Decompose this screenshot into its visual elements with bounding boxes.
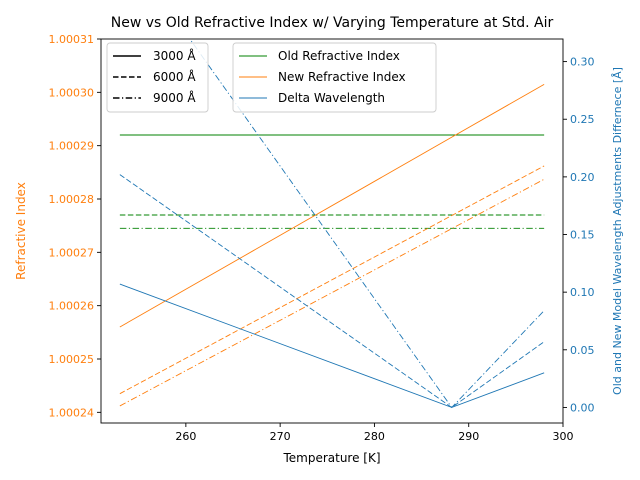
delta-series-line-3000 (119, 283, 545, 408)
y-right-tick-label: 0.05 (570, 344, 595, 357)
legend-series-label: Old Refractive Index (278, 49, 400, 63)
y-left-tick-label: 1.00031 (49, 33, 95, 46)
y-right-tick-label: 0.25 (570, 113, 595, 126)
legend-wavelength: 3000 Å 6000 Å 9000 Å (106, 42, 209, 113)
y-right-tick-label: 0.15 (570, 229, 595, 242)
y-left-tick-label: 1.00028 (49, 193, 95, 206)
y-left-tick-label: 1.00029 (49, 140, 95, 153)
x-axis-label: Temperature [K] (282, 451, 380, 465)
y-right-axis-label: Old and New Model Wavelength Adjustments… (611, 67, 624, 395)
plot-frame (100, 38, 564, 424)
y-right-tick-label: 0.30 (570, 56, 595, 69)
new-series-line-3000 (119, 83, 545, 328)
new-series-line-6000 (119, 165, 545, 395)
legend-wavelength-box (106, 42, 209, 113)
y-right-tick-label: 0.10 (570, 286, 595, 299)
y-left-tick-label: 1.00030 (49, 86, 95, 99)
y-right-tick-label: 0.00 (570, 401, 595, 414)
legend-series-label: Delta Wavelength (278, 91, 385, 105)
legend-wavelength-label: 6000 Å (153, 69, 196, 84)
chart-title: New vs Old Refractive Index w/ Varying T… (111, 15, 554, 31)
legend-wavelength-label: 3000 Å (153, 48, 196, 63)
new-series-line-9000 (119, 178, 545, 407)
y-left-tick-label: 1.00026 (49, 300, 95, 313)
x-tick-label: 270 (270, 430, 291, 443)
y-left-tick-label: 1.00024 (49, 406, 95, 419)
y-left-tick-label: 1.00025 (49, 353, 95, 366)
legend-series-box (232, 42, 437, 113)
y-left-tick-label: 1.00027 (49, 246, 95, 259)
y-right-tick-label: 0.20 (570, 171, 595, 184)
legend-wavelength-label: 9000 Å (153, 90, 196, 105)
legend-series-label: New Refractive Index (278, 70, 406, 84)
legend-series: Old Refractive Index New Refractive Index… (232, 42, 437, 113)
delta-series-line-9000 (189, 39, 545, 409)
y-left-axis-label: Refractive Index (14, 182, 28, 280)
x-tick-label: 290 (458, 430, 479, 443)
x-tick-label: 300 (553, 430, 574, 443)
x-tick-label: 280 (364, 430, 385, 443)
x-tick-label: 260 (175, 430, 196, 443)
